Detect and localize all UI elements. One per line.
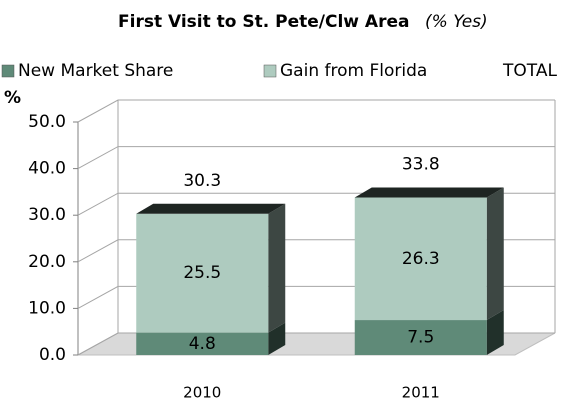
total-label: 33.8 [402, 154, 440, 174]
y-tick-label: 0.0 [39, 345, 66, 365]
bar-side [268, 203, 286, 333]
y-tick-label: 30.0 [28, 205, 66, 225]
legend-label: TOTAL [502, 61, 557, 81]
chart-title: First Visit to St. Pete/Clw Area [118, 12, 409, 32]
x-tick-label: 2010 [183, 384, 221, 402]
legend-swatch [1, 64, 15, 78]
bar [136, 213, 269, 333]
grid-line [77, 99, 555, 123]
y-axis-label: % [4, 88, 21, 108]
legend-swatch [263, 64, 277, 78]
y-tick-label: 10.0 [28, 298, 66, 318]
bar [354, 197, 487, 321]
chart-subtitle: (% Yes) [425, 12, 488, 32]
bar [136, 332, 269, 355]
value-label: 7.5 [407, 328, 434, 348]
value-label: 25.5 [183, 263, 221, 283]
x-tick-label: 2011 [402, 384, 440, 402]
bar-top [136, 203, 286, 214]
legend-label: New Market Share [18, 61, 173, 81]
bar [354, 320, 487, 355]
y-tick-label: 50.0 [28, 112, 66, 132]
bar-side [486, 310, 504, 355]
value-label: 26.3 [402, 249, 440, 269]
value-label: 4.8 [189, 334, 216, 354]
y-tick-label: 40.0 [28, 159, 66, 179]
grid-line [77, 146, 555, 170]
y-tick-label: 20.0 [28, 252, 66, 272]
bar-side [486, 187, 504, 321]
bar-top [354, 187, 504, 198]
legend-label: Gain from Florida [280, 61, 427, 81]
total-label: 30.3 [183, 171, 221, 191]
bar-side [268, 322, 286, 355]
